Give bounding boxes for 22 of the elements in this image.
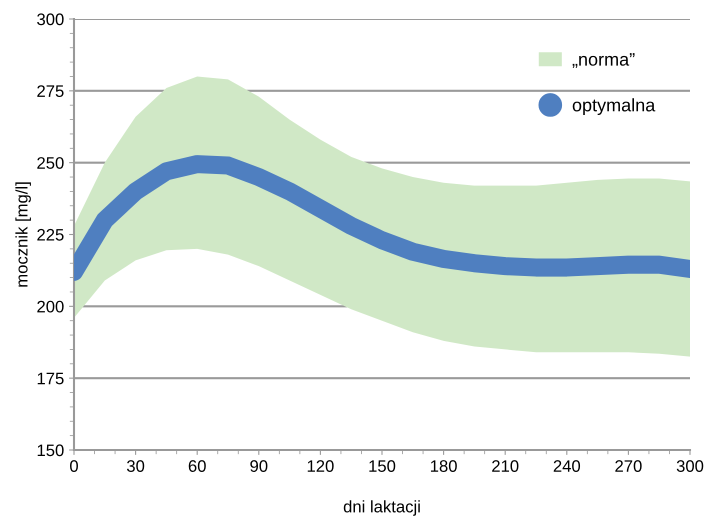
x-tick-label: 60: [188, 460, 206, 472]
x-tick-label: 30: [126, 460, 144, 472]
x-tick-label: 240: [554, 460, 580, 472]
y-axis-title: mocznik [mg/l]: [15, 182, 31, 287]
x-tick-label: 270: [615, 460, 642, 472]
x-tick-label: 120: [308, 460, 334, 472]
x-axis-title: dni laktacji: [344, 500, 420, 516]
legend-label: optymalna: [572, 98, 656, 116]
y-tick-label: 150: [38, 444, 64, 456]
y-tick-label: 175: [38, 372, 64, 384]
x-tick-label: 90: [250, 460, 268, 472]
y-tick-label: 300: [37, 13, 64, 26]
y-tick-label: 275: [37, 85, 64, 98]
x-tick-label: 180: [430, 460, 457, 472]
y-tick-label: 200: [37, 300, 64, 313]
x-tick-label: 300: [676, 460, 704, 472]
x-tick-label: 210: [492, 460, 518, 472]
x-tick-label: 150: [369, 460, 396, 472]
y-tick-label: 250: [37, 157, 64, 169]
legend-label: „norma”: [572, 53, 635, 68]
y-tick-label: 225: [37, 228, 64, 241]
x-tick-label: 0: [70, 460, 78, 472]
